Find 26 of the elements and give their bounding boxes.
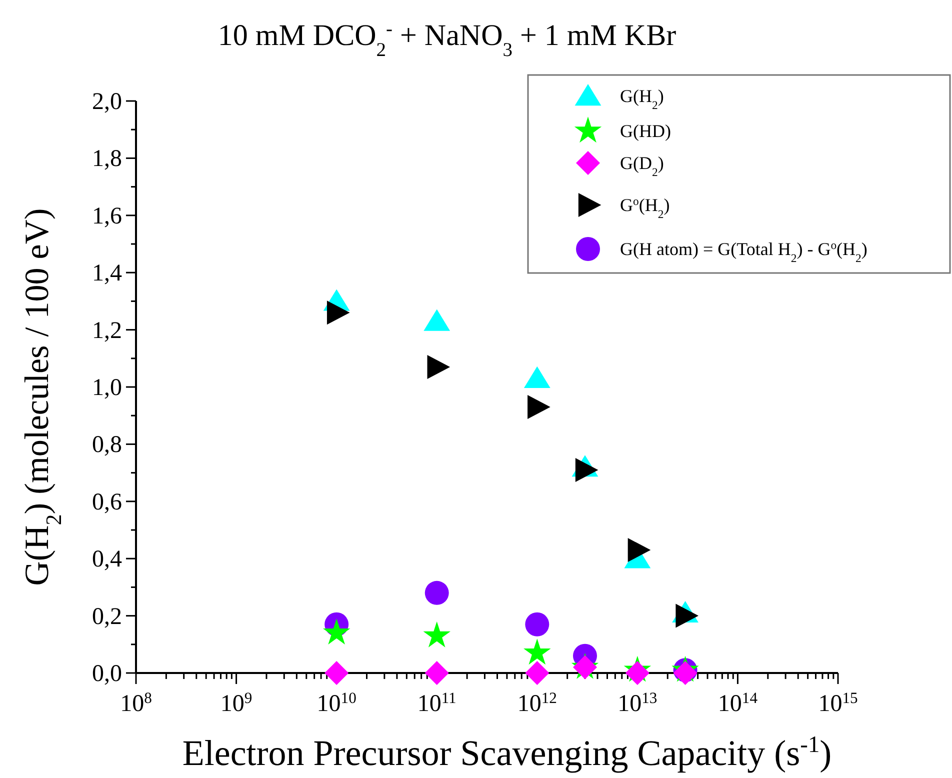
y-tick-label: 1,0 <box>92 375 122 401</box>
y-tick-label: 1,4 <box>92 260 122 287</box>
y-tick-label: 0,0 <box>92 661 122 687</box>
y-tick-label: 0,4 <box>92 546 122 573</box>
legend-label: G(H$_{2}$) <box>620 86 664 112</box>
legend-label: G(D$_{2}$) <box>620 153 664 178</box>
x-tick-label: 10$^{13}$ <box>618 690 658 717</box>
y-tick-label: 1,6 <box>92 203 122 230</box>
y-tick-label: 0,8 <box>92 432 122 458</box>
x-axis-title: Electron Precursor Scavenging Capacity (s$^{-1}$) <box>182 732 832 773</box>
x-tick-label: 10$^{9}$ <box>220 690 252 717</box>
x-tick-label: 10$^{10}$ <box>316 690 357 717</box>
y-tick-label: 0,6 <box>92 489 122 516</box>
y-tick-label: 1,8 <box>92 146 122 172</box>
chart-title: 10 mM DCO$_{2}$$^{-}$ + NaNO$_{3}$ + 1 mM KBr <box>218 18 676 60</box>
legend-label: G(H atom) = G(Total H$_{2}$) - G$^{o}$(H$_{2}$) <box>620 238 868 264</box>
legend-label: G$^{o}$(H$_{2}$) <box>620 194 670 220</box>
x-tick-label: 10$^{14}$ <box>718 690 758 717</box>
x-tick-label: 10$^{11}$ <box>417 690 456 717</box>
y-tick-label: 2,0 <box>92 89 122 115</box>
x-tick-label: 10$^{12}$ <box>517 690 557 717</box>
y-tick-label: 0,2 <box>92 604 122 630</box>
y-tick-label: 1,2 <box>92 318 122 344</box>
x-tick-label: 10$^{15}$ <box>818 690 858 717</box>
legend-label: G(HD) <box>620 121 671 141</box>
x-tick-label: 10$^{8}$ <box>120 690 152 717</box>
